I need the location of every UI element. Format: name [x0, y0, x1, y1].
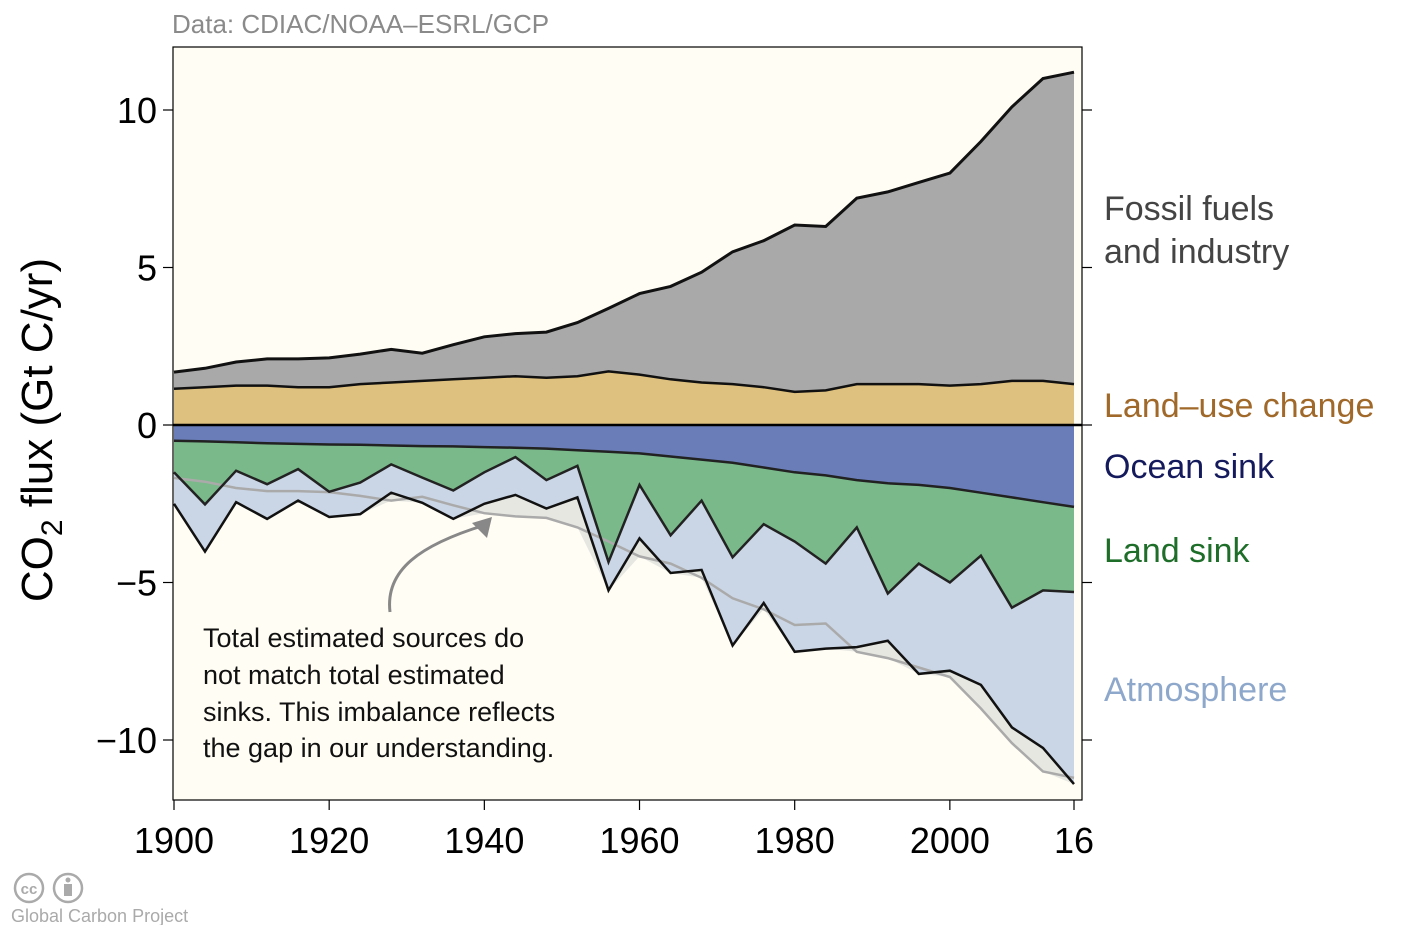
x-tick-label: 1960	[599, 820, 679, 861]
y-axis-label: CO2 flux (Gt C/yr)	[13, 258, 69, 602]
fossil-fuels-line	[173, 70, 1075, 374]
credit: Global Carbon Project	[11, 906, 188, 925]
ocean-sink-line	[173, 439, 1075, 509]
plot-frame	[172, 46, 1083, 801]
y-tick-label: −10	[96, 720, 157, 761]
series-label-land-sink: Land sink	[1104, 532, 1251, 570]
boundary-lines	[172, 70, 1075, 785]
series-label-line: Ocean sink	[1104, 448, 1275, 486]
series-label-line: Fossil fuels	[1104, 190, 1274, 228]
land-use-change-line	[173, 370, 1075, 394]
annotation: Total estimated sources do not match tot…	[203, 517, 563, 763]
series-label-atmosphere: Atmosphere	[1104, 671, 1287, 709]
series-label-line: Land–use change	[1104, 387, 1374, 425]
atmosphere-area	[174, 457, 1074, 785]
annotation-line-2: not match total estimated	[203, 660, 505, 690]
x-tick-label: 2000	[910, 820, 990, 861]
y-tick-label: −5	[116, 563, 157, 604]
series-labels: Fossil fuels and industry Land–use change O…	[1104, 190, 1374, 709]
y-axis-label-main: CO	[13, 536, 62, 602]
y-tick-label: 0	[137, 405, 157, 446]
land-sink-line	[173, 455, 1075, 610]
atmosphere-line	[172, 491, 1075, 785]
y-tick-label: 5	[137, 248, 157, 289]
axis-ticks: 1900 1920 1940 1960 1980 2000 16 −10 −5 0 5 10	[96, 90, 1094, 861]
annotation-arrowhead	[472, 517, 492, 538]
attribution-icon	[52, 872, 84, 904]
license-badge: cc	[13, 872, 84, 904]
y-axis-label-rest: flux (Gt C/yr)	[13, 258, 62, 520]
x-tick-label: 1920	[289, 820, 369, 861]
land-use-change-area	[174, 371, 1074, 425]
land-sink-area	[174, 440, 1074, 608]
fossil-fuels-area	[174, 72, 1074, 392]
annotation-arrow	[388, 523, 486, 613]
series-label-line: Land sink	[1104, 532, 1251, 570]
x-tick-label: 1940	[444, 820, 524, 861]
svg-text:cc: cc	[21, 881, 38, 898]
cc-icon	[13, 872, 45, 904]
svg-text:Total estimated sources do: Total estimated sources do not match tot…	[203, 623, 563, 763]
annotation-line-3: sinks. This imbalance reflects	[203, 697, 555, 727]
total-sources-line	[173, 476, 1075, 780]
annotation-line-1: Total estimated sources do	[203, 623, 524, 653]
x-tick-label: 1900	[134, 820, 214, 861]
series-label-fossil-fuels-and-industry: Fossil fuels and industry	[1104, 190, 1289, 271]
source-note: Data: CDIAC/NOAA–ESRL/GCP	[172, 9, 549, 39]
y-tick-label: 10	[117, 90, 157, 131]
x-tick-label: 1980	[755, 820, 835, 861]
annotation-line-4: the gap in our understanding.	[203, 733, 554, 763]
x-tick-label: 16	[1054, 820, 1094, 861]
series-label-line: and industry	[1104, 233, 1289, 271]
series-label-line: Atmosphere	[1104, 671, 1287, 709]
series-label-ocean-sink: Ocean sink	[1104, 448, 1275, 486]
y-axis-label-sub: 2	[36, 519, 69, 536]
series-label-land-use-change: Land–use change	[1104, 387, 1374, 425]
